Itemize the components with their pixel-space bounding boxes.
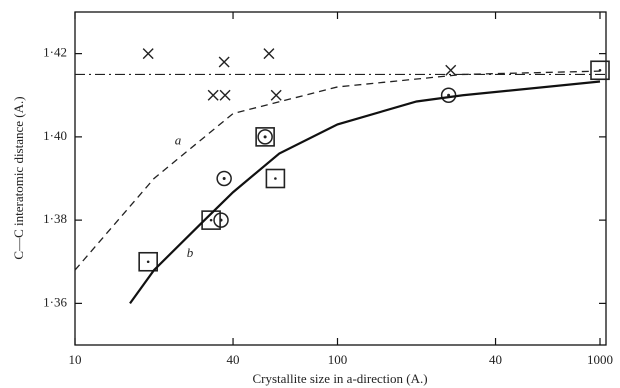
x-axis-label: Crystallite size in a-direction (A.) bbox=[252, 371, 427, 386]
marker-dot bbox=[263, 135, 267, 139]
curve-label: b bbox=[187, 245, 194, 260]
data-point bbox=[440, 87, 457, 103]
cross-marker bbox=[218, 56, 230, 68]
x-tick-label: 10 bbox=[69, 352, 82, 367]
curve-a bbox=[74, 70, 601, 271]
data-point bbox=[265, 168, 286, 189]
data-point bbox=[218, 56, 230, 68]
square-marker bbox=[255, 127, 275, 147]
data-point bbox=[142, 48, 154, 60]
data-point bbox=[207, 89, 219, 101]
marker-dot bbox=[209, 218, 213, 222]
data-point bbox=[219, 89, 231, 101]
data-point bbox=[138, 251, 158, 272]
data-point bbox=[213, 212, 229, 228]
y-tick-label: 1·42 bbox=[43, 45, 67, 60]
square-marker bbox=[590, 60, 610, 81]
cross-marker bbox=[270, 89, 282, 101]
y-tick-label: 1·40 bbox=[43, 128, 67, 143]
cross-marker bbox=[142, 48, 154, 60]
data-point bbox=[201, 210, 221, 230]
square-marker bbox=[265, 168, 286, 189]
data-point bbox=[255, 127, 275, 147]
data-point bbox=[445, 64, 457, 76]
data-point bbox=[216, 170, 232, 187]
y-tick-label: 1·38 bbox=[43, 211, 67, 226]
curve-label: a bbox=[175, 132, 182, 147]
x-tick-label: 40 bbox=[489, 352, 502, 367]
plot-frame bbox=[74, 11, 607, 346]
cross-marker bbox=[219, 89, 231, 101]
square-marker bbox=[201, 210, 221, 230]
x-tick-label: 100 bbox=[328, 352, 348, 367]
marker-dot bbox=[146, 260, 150, 264]
x-tick-label: 40 bbox=[227, 352, 240, 367]
y-axis-label: C—C interatomic distance (A.) bbox=[11, 96, 26, 259]
cross-marker bbox=[263, 48, 275, 60]
marker-dot bbox=[222, 177, 226, 180]
data-point bbox=[270, 89, 282, 101]
data-point bbox=[263, 48, 275, 60]
x-tick-label: 1000 bbox=[587, 352, 613, 367]
marker-dot bbox=[274, 177, 277, 180]
cross-marker bbox=[207, 89, 219, 101]
y-tick-label: 1·36 bbox=[43, 294, 67, 309]
cross-marker bbox=[445, 64, 457, 76]
curve-b bbox=[129, 80, 601, 305]
square-marker bbox=[138, 251, 158, 272]
